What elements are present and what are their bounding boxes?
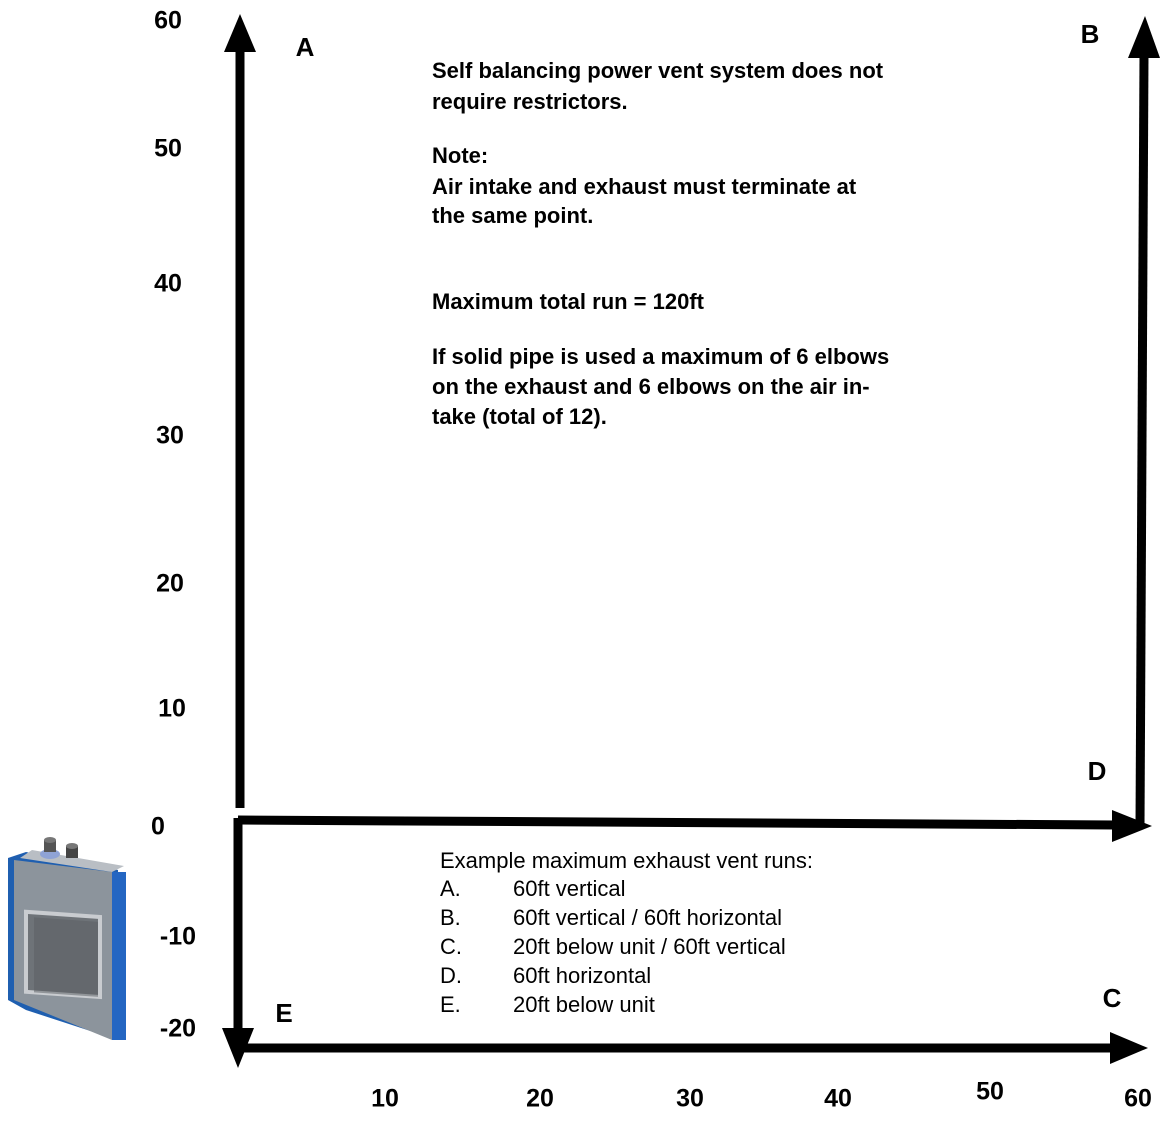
examples-heading: Example maximum exhaust vent runs: [440, 848, 813, 873]
x-axis-label: 40 [824, 1085, 852, 1113]
y-axis-label: -10 [160, 923, 196, 951]
x-axis-label: 60 [1124, 1085, 1152, 1113]
y-axis-label: 60 [154, 7, 182, 35]
note-line: Air intake and exhaust must terminate at [432, 174, 857, 199]
example-letter: E. [440, 992, 461, 1017]
example-text: 20ft below unit / 60ft vertical [513, 934, 786, 959]
arrowhead [1112, 810, 1152, 842]
run-letter: E [275, 998, 292, 1028]
run-letter: B [1081, 19, 1100, 49]
note-line: require restrictors. [432, 89, 628, 114]
y-axis-label: 0 [151, 813, 165, 841]
example-letter: A. [440, 876, 461, 901]
y-axis-label: 40 [154, 270, 182, 298]
run-letter: C [1103, 983, 1122, 1013]
arrowhead [1128, 16, 1160, 58]
x-axis-label: 50 [976, 1078, 1004, 1106]
y-axis-label: 20 [156, 570, 184, 598]
example-text: 60ft vertical [513, 876, 626, 901]
x-axis-label: 10 [371, 1085, 399, 1113]
example-letter: C. [440, 934, 462, 959]
arrowhead [1110, 1032, 1148, 1064]
run-letter: D [1088, 756, 1107, 786]
note-line: If solid pipe is used a maximum of 6 elb… [432, 344, 889, 369]
note-line: Self balancing power vent system does no… [432, 58, 884, 83]
note-line: take (total of 12). [432, 404, 607, 429]
example-text: 20ft below unit [513, 992, 655, 1017]
run-letter: A [296, 32, 315, 62]
arrow-d [237, 815, 1116, 830]
note-line: the same point. [432, 203, 593, 228]
arrow-b [1135, 54, 1149, 827]
max-run: Maximum total run = 120ft [432, 289, 705, 314]
example-text: 60ft horizontal [513, 963, 651, 988]
example-letter: B. [440, 905, 461, 930]
y-axis-label: -20 [160, 1015, 196, 1043]
y-axis-label: 50 [154, 135, 182, 163]
arrowhead [224, 14, 256, 52]
arrows [222, 14, 1160, 1068]
example-text: 60ft vertical / 60ft horizontal [513, 905, 782, 930]
x-axis-label: 20 [526, 1085, 554, 1113]
y-axis-label: 10 [158, 695, 186, 723]
note-line: on the exhaust and 6 elbows on the air i… [432, 374, 870, 399]
note-heading: Note: [432, 143, 488, 168]
example-letter: D. [440, 963, 462, 988]
y-axis-label: 30 [156, 422, 184, 450]
heater-icon [8, 837, 126, 1040]
x-axis-label: 30 [676, 1085, 704, 1113]
